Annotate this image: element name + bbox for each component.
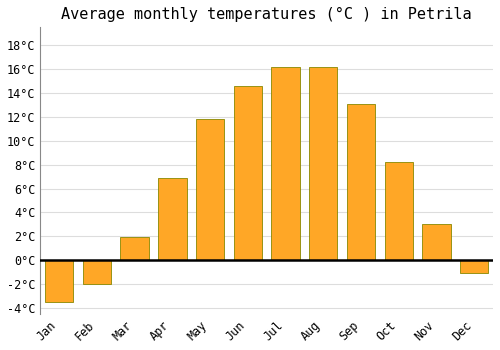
Bar: [45, 260, 74, 302]
Bar: [347, 104, 375, 260]
Bar: [196, 119, 224, 260]
Bar: [422, 224, 450, 260]
Bar: [384, 162, 413, 260]
Bar: [120, 237, 149, 260]
Bar: [234, 86, 262, 260]
Bar: [158, 178, 186, 260]
Title: Average monthly temperatures (°C ) in Petrila: Average monthly temperatures (°C ) in Pe…: [62, 7, 472, 22]
Bar: [272, 67, 299, 260]
Bar: [83, 260, 111, 284]
Bar: [460, 260, 488, 273]
Bar: [309, 67, 338, 260]
